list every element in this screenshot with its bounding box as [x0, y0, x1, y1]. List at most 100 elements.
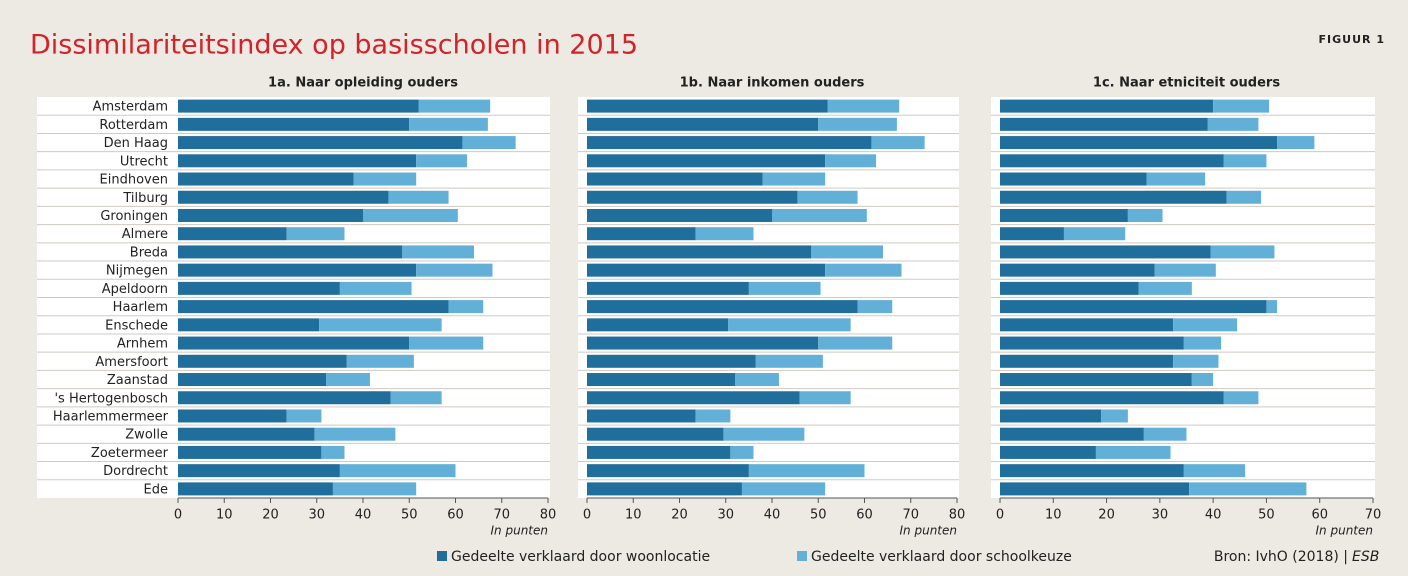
category-label: Zwolle: [125, 428, 168, 443]
bar-segment: [353, 172, 417, 186]
category-label: Ede: [144, 482, 168, 497]
bar-segment: [1000, 99, 1214, 113]
bar-segment: [1000, 391, 1224, 405]
category-label: Eindhoven: [100, 173, 168, 188]
bar-segment: [178, 227, 287, 241]
category-label: Rotterdam: [99, 118, 168, 133]
category-label: Apeldoorn: [102, 282, 168, 297]
bar-segment: [1210, 245, 1275, 259]
x-tick-label: 70: [902, 508, 919, 523]
category-label: Utrecht: [120, 154, 168, 169]
x-tick-label: 20: [1098, 508, 1115, 523]
bar-segment: [319, 318, 442, 332]
bar-segment: [1000, 409, 1102, 423]
bar-segment: [402, 245, 474, 259]
bar-segment: [1183, 336, 1222, 350]
panel-title: 1a. Naar opleiding ouders: [268, 76, 458, 91]
bar-segment: [762, 172, 826, 186]
x-tick-label: 50: [1258, 508, 1275, 523]
bar-segment: [825, 263, 902, 277]
bar-segment: [857, 300, 893, 314]
bar-segment: [178, 445, 322, 459]
x-tick-label: 50: [401, 508, 418, 523]
bar-segment: [818, 336, 893, 350]
bar-segment: [1226, 190, 1262, 204]
bar-segment: [1173, 318, 1238, 332]
bar-segment: [1000, 336, 1184, 350]
bar-segment: [1207, 117, 1259, 131]
category-label: Nijmegen: [106, 264, 168, 279]
x-tick-label: 60: [856, 508, 873, 523]
bar-segment: [178, 373, 326, 387]
bar-segment: [1095, 445, 1171, 459]
bar-segment: [587, 190, 798, 204]
category-label: Haarlemmermeer: [53, 409, 169, 424]
bar-segment: [1000, 136, 1278, 150]
bar-segment: [178, 154, 417, 168]
x-axis-label: In punten: [1316, 524, 1373, 538]
bar-segment: [587, 445, 731, 459]
bar-segment: [587, 354, 756, 368]
bar-segment: [1173, 354, 1219, 368]
bar-segment: [1000, 263, 1155, 277]
bar-segment: [1000, 427, 1144, 441]
bar-segment: [346, 354, 414, 368]
bar-segment: [587, 427, 724, 441]
panel-title: 1c. Naar etniciteit ouders: [1093, 76, 1280, 91]
bar-segment: [448, 300, 484, 314]
bar-segment: [178, 427, 315, 441]
bar-segment: [748, 281, 821, 295]
x-tick-label: 40: [355, 508, 372, 523]
x-tick-label: 0: [174, 508, 182, 523]
bar-segment: [1146, 172, 1206, 186]
category-label: 's Hertogenbosch: [54, 391, 168, 406]
bar-segment: [695, 227, 754, 241]
category-label: Amersfoort: [95, 355, 168, 370]
bar-segment: [286, 227, 345, 241]
bar-segment: [178, 336, 410, 350]
bar-segment: [1277, 136, 1315, 150]
bar-segment: [409, 117, 488, 131]
bar-segment: [1189, 482, 1307, 496]
bar-segment: [741, 482, 826, 496]
bar-segment: [587, 318, 729, 332]
bar-segment: [178, 245, 403, 259]
x-tick-label: 70: [493, 508, 510, 523]
x-tick-label: 80: [540, 508, 557, 523]
bar-segment: [1000, 117, 1208, 131]
bar-segment: [1154, 263, 1216, 277]
bar-segment: [1000, 373, 1192, 387]
bar-segment: [178, 318, 320, 332]
bar-segment: [587, 172, 763, 186]
category-label: Dordrecht: [103, 464, 168, 479]
bar-segment: [1000, 190, 1227, 204]
bar-segment: [772, 208, 867, 222]
x-tick-label: 80: [949, 508, 966, 523]
bar-segment: [178, 190, 389, 204]
x-tick-label: 30: [717, 508, 734, 523]
bar-segment: [326, 373, 370, 387]
bar-segment: [587, 482, 742, 496]
bar-segment: [1000, 300, 1267, 314]
source-publisher: ESB: [1352, 549, 1379, 565]
x-tick-label: 50: [810, 508, 827, 523]
bar-segment: [587, 136, 872, 150]
bar-segment: [587, 391, 800, 405]
bar-segment: [390, 391, 442, 405]
bar-segment: [418, 99, 491, 113]
x-tick-label: 10: [1045, 508, 1062, 523]
bar-segment: [339, 464, 456, 478]
bar-segment: [339, 281, 412, 295]
bar-segment: [728, 318, 851, 332]
bar-segment: [178, 300, 449, 314]
bar-segment: [871, 136, 925, 150]
panel-title: 1b. Naar inkomen ouders: [680, 76, 865, 91]
bar-segment: [1063, 227, 1126, 241]
bar-segment: [587, 300, 858, 314]
bar-segment: [1000, 482, 1190, 496]
bar-segment: [178, 281, 340, 295]
bar-segment: [587, 117, 819, 131]
bar-segment: [388, 190, 449, 204]
bar-segment: [286, 409, 322, 423]
